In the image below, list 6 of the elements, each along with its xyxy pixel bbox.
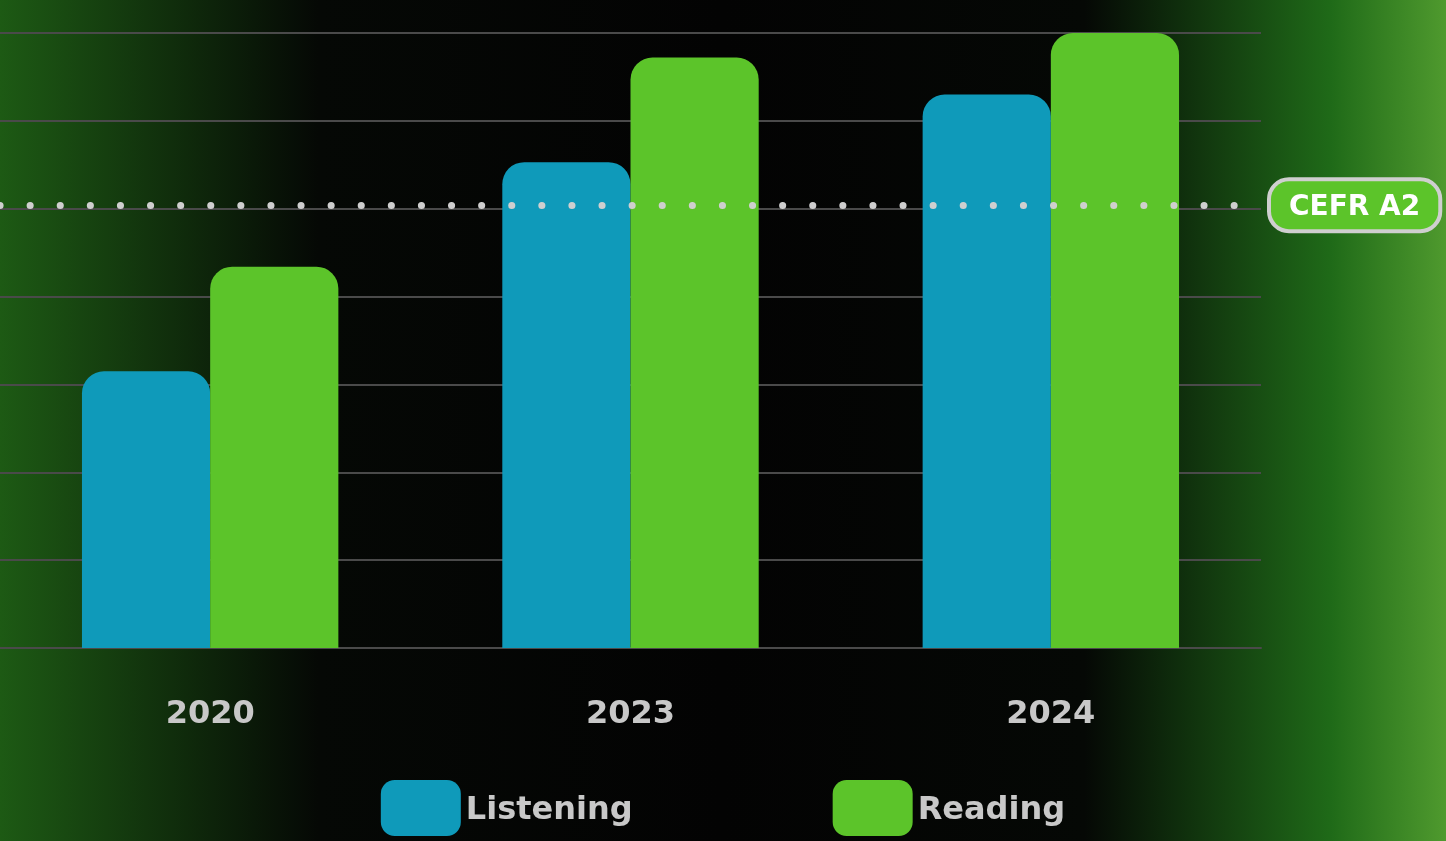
legend-label: Listening xyxy=(465,789,633,827)
x-tick-label: 2024 xyxy=(1006,693,1096,731)
legend-label: Reading xyxy=(917,789,1066,827)
ref-line-label: CEFR A2 xyxy=(1289,188,1421,222)
x-tick-label: 2020 xyxy=(165,693,255,731)
x-tick-label: 2023 xyxy=(585,693,676,731)
